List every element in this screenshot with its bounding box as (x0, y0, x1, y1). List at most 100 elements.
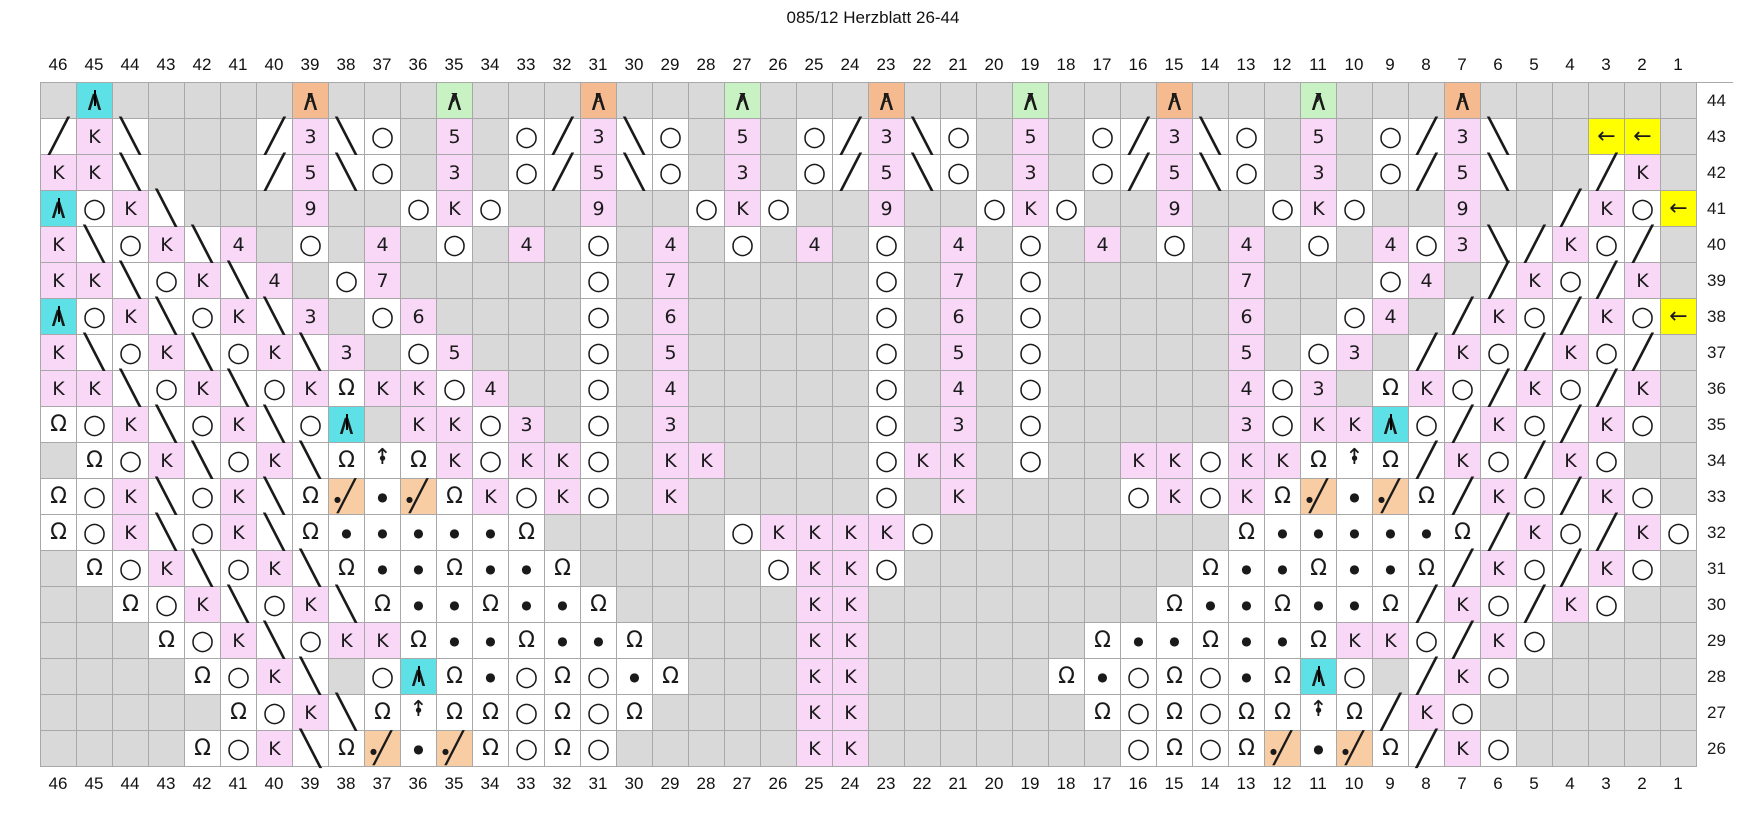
row-label: 37 (1697, 335, 1733, 371)
cell-no-stitch (689, 695, 725, 731)
yarn-over-icon: ○ (154, 588, 179, 620)
knit-icon: K (556, 449, 569, 472)
decrease-left-slash-icon: ╲ (264, 476, 285, 517)
knit-icon: K (1456, 737, 1469, 760)
knit-icon: K (376, 377, 389, 400)
cell-yarn-over: ○ (869, 443, 905, 479)
yarn-over-icon: ○ (514, 120, 539, 152)
cell-knit: K (1013, 191, 1049, 227)
cell-knit-twisted-omega: Ω (1373, 443, 1409, 479)
knit-icon: K (1564, 341, 1577, 364)
make-4-icon: 4 (952, 233, 965, 256)
cell-knit: K (833, 515, 869, 551)
make-4-icon: 4 (376, 233, 389, 256)
cell-no-stitch (185, 119, 221, 155)
column-label: 22 (912, 55, 932, 74)
cell-yarn-over: ○ (1373, 119, 1409, 155)
cell-gather-5-stitches: ∧ 5 (293, 83, 329, 119)
knit-icon: K (1492, 485, 1505, 508)
column-label: 38 (336, 774, 356, 793)
cell-make-5: 5 (725, 119, 761, 155)
cell-no-stitch (689, 227, 725, 263)
cell-decrease-left-slash: ╲ (293, 731, 329, 767)
cell-yarn-over: ○ (1517, 623, 1553, 659)
cell-yarn-over: ○ (725, 227, 761, 263)
make-3-icon: 3 (1312, 377, 1325, 400)
knit-twisted-omega-icon: Ω (482, 591, 499, 617)
cell-no-stitch (1193, 515, 1229, 551)
cell-yarn-over: ○ (1013, 335, 1049, 371)
cell-decrease-right-slash: ╱ (1517, 587, 1553, 623)
knit-icon: K (124, 305, 137, 328)
cell-yarn-over: ○ (581, 407, 617, 443)
knit-icon: K (664, 485, 677, 508)
cell-make-4: 4 (1373, 227, 1409, 263)
cell-knit-twisted-omega: Ω (617, 623, 653, 659)
row-label: 34 (1697, 443, 1733, 479)
cell-make-9: 9 (293, 191, 329, 227)
cell-no-stitch (1661, 155, 1697, 191)
cell-knit-twisted-omega: Ω (1085, 695, 1121, 731)
column-label: 36 (408, 55, 428, 74)
purl-dot-icon: ● (1421, 525, 1432, 540)
cell-knit: K (545, 479, 581, 515)
cell-no-stitch (1373, 335, 1409, 371)
column-label: 22 (912, 774, 932, 793)
cell-no-stitch (1265, 83, 1301, 119)
yarn-over-icon: ○ (586, 444, 611, 476)
cell-no-stitch (1013, 551, 1049, 587)
cell-decrease-left-slash: ╲ (617, 155, 653, 191)
cell-no-stitch (1553, 695, 1589, 731)
cell-no-stitch (617, 479, 653, 515)
decrease-left-slash-icon: ╲ (300, 548, 321, 589)
cell-knit: K (1229, 479, 1265, 515)
cell-no-stitch (797, 407, 833, 443)
cell-lifted-stitch-arrow-dot: ↑ ● (401, 695, 437, 731)
decrease-left-slash-icon: ╲ (300, 332, 321, 373)
make-4-icon: 4 (1384, 233, 1397, 256)
cell-no-stitch (1337, 227, 1373, 263)
knit-twisted-omega-icon: Ω (302, 519, 319, 545)
cell-knit-twisted-omega: Ω (437, 695, 473, 731)
decrease-left-slash-icon: ╲ (84, 224, 105, 265)
cell-knit-twisted-omega: Ω (1229, 731, 1265, 767)
column-label: 28 (696, 774, 716, 793)
cell-no-stitch (1373, 659, 1409, 695)
cell-knit: K (833, 695, 869, 731)
cell-yarn-over: ○ (581, 371, 617, 407)
cell-make-3: 3 (293, 299, 329, 335)
cell-decrease-left-slash: ╲ (1193, 155, 1229, 191)
cell-yarn-over: ○ (1625, 407, 1661, 443)
yarn-over-icon: ○ (226, 660, 251, 692)
yarn-over-icon: ○ (586, 300, 611, 332)
yarn-over-icon: ○ (370, 156, 395, 188)
cell-no-stitch (221, 191, 257, 227)
cell-knit: K (833, 623, 869, 659)
cell-no-stitch (77, 731, 113, 767)
cell-yarn-over: ○ (869, 299, 905, 335)
cell-make-9: 9 (1445, 191, 1481, 227)
cell-knit-twisted-omega: Ω (1229, 515, 1265, 551)
row-label: 30 (1697, 587, 1733, 623)
cell-no-stitch (473, 263, 509, 299)
yarn-over-icon: ○ (154, 372, 179, 404)
cell-no-stitch (617, 263, 653, 299)
cell-decrease-right-slash: ╱ (1517, 443, 1553, 479)
make-7-icon: 7 (664, 269, 677, 292)
make-3-icon: 3 (1240, 413, 1253, 436)
decrease-right-slash-icon: ╱ (840, 116, 861, 157)
cell-knit: K (221, 299, 257, 335)
cell-no-stitch (833, 479, 869, 515)
cell-knit: K (1445, 443, 1481, 479)
cell-knit: K (221, 479, 257, 515)
yarn-over-icon: ○ (766, 552, 791, 584)
cell-yarn-over: ○ (149, 263, 185, 299)
knit-icon: K (160, 233, 173, 256)
cell-yarn-over: ○ (1517, 299, 1553, 335)
yarn-over-icon: ○ (658, 156, 683, 188)
knit-icon: K (1348, 629, 1361, 652)
knit-icon: K (1312, 197, 1325, 220)
knit-icon: K (484, 485, 497, 508)
cell-no-stitch (1265, 335, 1301, 371)
cell-no-stitch (725, 371, 761, 407)
